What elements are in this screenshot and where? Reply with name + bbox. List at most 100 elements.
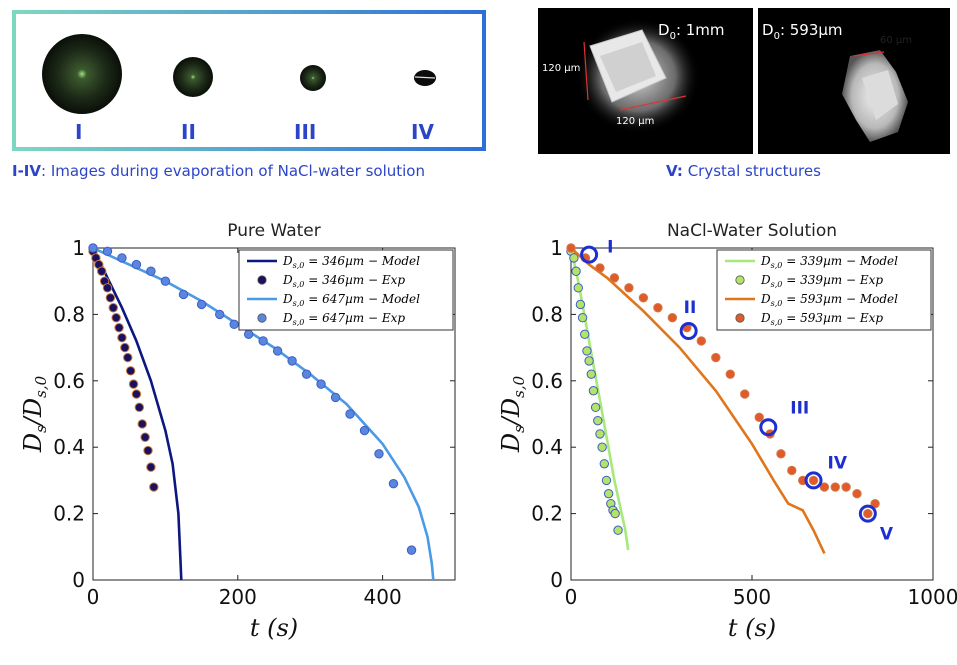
legend-label: Ds,0 = 339µm − Model bbox=[760, 254, 898, 270]
data-point bbox=[131, 259, 142, 270]
series-line-0 bbox=[91, 247, 183, 581]
data-point bbox=[808, 475, 819, 486]
stage-label: II bbox=[684, 298, 697, 318]
droplet-label-i: I bbox=[75, 120, 83, 144]
data-point bbox=[215, 309, 225, 320]
data-point bbox=[301, 369, 312, 379]
data-point bbox=[272, 346, 283, 356]
stage-label: III bbox=[790, 398, 809, 418]
droplet-i bbox=[42, 34, 122, 114]
data-point bbox=[863, 508, 873, 519]
data-point bbox=[316, 379, 326, 389]
y-tick-label: 0.2 bbox=[531, 502, 563, 526]
data-point bbox=[754, 412, 764, 423]
data-point bbox=[624, 283, 634, 293]
x-tick-label: 400 bbox=[364, 585, 402, 609]
series-line-2 bbox=[570, 247, 826, 554]
legend-label: Ds,0 = 647µm − Exp bbox=[282, 311, 405, 327]
data-point bbox=[120, 342, 130, 353]
data-point bbox=[143, 445, 153, 456]
data-point bbox=[599, 459, 610, 469]
data-point bbox=[131, 389, 142, 399]
y-tick-label: 0.8 bbox=[53, 302, 85, 326]
x-tick-label: 0 bbox=[565, 585, 578, 609]
data-point bbox=[229, 319, 239, 330]
data-point bbox=[653, 303, 663, 313]
x-tick-label: 1000 bbox=[908, 585, 957, 609]
data-point bbox=[117, 332, 127, 343]
chart-title: Pure Water bbox=[227, 221, 320, 241]
data-point bbox=[667, 313, 678, 323]
data-point bbox=[776, 449, 786, 459]
droplet-label-iii: III bbox=[294, 120, 317, 144]
legend-label: Ds,0 = 593µm − Exp bbox=[760, 311, 883, 327]
data-point bbox=[830, 482, 840, 492]
data-point bbox=[105, 293, 116, 303]
y-axis-label: Ds/Ds,0 bbox=[19, 375, 50, 453]
crystal-dim-horizontal: 120 µm bbox=[616, 116, 655, 127]
series-line-2 bbox=[92, 246, 435, 581]
y-tick-label: 0.6 bbox=[531, 369, 563, 393]
droplet-iii bbox=[300, 65, 326, 91]
data-point bbox=[590, 402, 601, 413]
y-tick-label: 0 bbox=[550, 568, 563, 592]
plot-area bbox=[92, 247, 456, 581]
data-point bbox=[577, 313, 588, 323]
data-point bbox=[597, 442, 607, 452]
data-point bbox=[330, 392, 341, 403]
data-point bbox=[595, 429, 605, 439]
legend-swatch-marker bbox=[735, 275, 745, 285]
data-point bbox=[123, 352, 133, 363]
data-point bbox=[609, 273, 620, 283]
crystal-caption: V: Crystal structures bbox=[666, 162, 821, 180]
data-point bbox=[125, 366, 136, 376]
data-point bbox=[117, 253, 127, 263]
chart-nacl-water: NaCl-Water Solution 0 0.2 0.4 0.6 0.8 1 0 500 100… bbox=[497, 221, 957, 642]
data-point bbox=[613, 525, 623, 535]
droplet-ii bbox=[173, 57, 213, 97]
y-tick-label: 0.6 bbox=[53, 369, 85, 393]
data-point bbox=[586, 369, 596, 379]
stage-label: IV bbox=[828, 453, 848, 473]
y-tick-label: 0 bbox=[72, 568, 85, 592]
y-tick-label: 0.4 bbox=[53, 435, 85, 459]
data-point bbox=[870, 498, 880, 509]
y-axis-label: Ds/Ds,0 bbox=[497, 375, 528, 453]
x-axis-label: t (s) bbox=[728, 614, 776, 642]
y-tick-label: 1 bbox=[550, 236, 563, 260]
stage-label: I bbox=[607, 238, 613, 258]
data-point bbox=[582, 346, 592, 356]
data-point bbox=[140, 432, 150, 442]
data-point bbox=[128, 379, 139, 389]
data-point bbox=[146, 266, 156, 276]
data-point bbox=[196, 299, 207, 310]
data-point bbox=[359, 425, 370, 436]
data-point bbox=[819, 482, 830, 492]
data-point bbox=[146, 462, 156, 472]
crystal-photo-593um: D0: 593µm 60 µm bbox=[758, 8, 950, 154]
data-point bbox=[102, 246, 113, 257]
crystal-photo-2-label: D0: 593µm bbox=[762, 21, 843, 42]
data-point bbox=[102, 283, 113, 293]
legend-label: Ds,0 = 346µm − Model bbox=[282, 254, 420, 270]
data-point bbox=[593, 415, 603, 426]
data-point bbox=[243, 329, 254, 340]
data-point bbox=[137, 419, 147, 429]
data-point bbox=[580, 329, 590, 340]
data-point bbox=[96, 266, 107, 276]
stage-marker bbox=[580, 245, 599, 264]
y-tick-label: 0.8 bbox=[531, 302, 563, 326]
stage-marker bbox=[858, 504, 877, 523]
data-point bbox=[740, 389, 750, 399]
droplet-image-panel: I II III IV bbox=[12, 10, 486, 151]
legend-label: Ds,0 = 339µm − Exp bbox=[760, 273, 883, 289]
legend-swatch-marker bbox=[257, 275, 267, 285]
data-point bbox=[696, 336, 707, 346]
data-point bbox=[160, 276, 171, 286]
data-point bbox=[638, 293, 649, 303]
legend-box bbox=[716, 249, 932, 331]
legend-label: Ds,0 = 593µm − Model bbox=[760, 292, 898, 308]
data-point bbox=[573, 283, 583, 293]
data-point bbox=[601, 475, 612, 486]
y-tick-label: 0.4 bbox=[531, 435, 563, 459]
